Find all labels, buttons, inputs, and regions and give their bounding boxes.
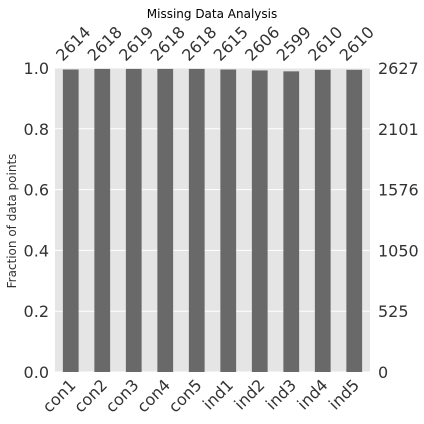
left-axis-ticks: 0.0 0.2 0.4 0.6 0.8 1.0 bbox=[24, 59, 49, 382]
x-tick-label: con3 bbox=[102, 375, 143, 416]
count-label: 2618 bbox=[147, 23, 189, 65]
x-tick-label: con2 bbox=[70, 375, 111, 416]
bar-con4 bbox=[157, 68, 174, 373]
count-label: 2615 bbox=[210, 23, 252, 65]
bar-ind3 bbox=[283, 71, 300, 373]
bars-group bbox=[62, 68, 363, 373]
bar-ind2 bbox=[251, 70, 268, 372]
x-tick-label: ind4 bbox=[293, 375, 331, 413]
count-label: 2606 bbox=[241, 23, 283, 65]
right-tick-label: 525 bbox=[378, 302, 409, 321]
left-tick-label: 0.8 bbox=[24, 120, 49, 139]
x-tick-label: con5 bbox=[165, 375, 206, 416]
right-tick-label: 1576 bbox=[378, 181, 419, 200]
count-label: 2610 bbox=[304, 23, 346, 65]
left-tick-label: 0.4 bbox=[24, 241, 49, 260]
count-label: 2619 bbox=[115, 23, 157, 65]
x-tick-label: con4 bbox=[133, 375, 174, 416]
x-tick-label: ind2 bbox=[230, 375, 268, 413]
count-label: 2599 bbox=[273, 23, 315, 65]
right-tick-label: 2101 bbox=[378, 120, 419, 139]
x-tick-label: ind3 bbox=[262, 375, 300, 413]
left-tick-label: 0.2 bbox=[24, 302, 49, 321]
chart-title: Missing Data Analysis bbox=[147, 7, 277, 21]
left-tick-label: 0.6 bbox=[24, 181, 49, 200]
count-label: 2618 bbox=[84, 23, 126, 65]
left-tick-label: 1.0 bbox=[24, 59, 49, 78]
count-label: 2610 bbox=[336, 23, 378, 65]
bar-ind1 bbox=[220, 69, 237, 373]
bar-con5 bbox=[188, 68, 205, 373]
right-tick-label: 2627 bbox=[378, 59, 419, 78]
left-tick-label: 0.0 bbox=[24, 363, 49, 382]
right-tick-label: 0 bbox=[378, 363, 388, 382]
bar-con1 bbox=[62, 69, 79, 373]
count-label: 2614 bbox=[52, 23, 94, 65]
bar-con2 bbox=[94, 68, 111, 373]
bar-ind4 bbox=[314, 69, 331, 372]
bar-con3 bbox=[125, 68, 142, 373]
y-axis-title: Fraction of data points bbox=[5, 154, 19, 289]
right-tick-label: 1050 bbox=[378, 241, 419, 260]
x-tick-label: ind5 bbox=[325, 375, 363, 413]
bar-ind5 bbox=[346, 69, 363, 372]
count-label: 2618 bbox=[178, 23, 220, 65]
x-tick-label: ind1 bbox=[199, 375, 237, 413]
right-axis-ticks: 0 525 1050 1576 2101 2627 bbox=[378, 59, 419, 382]
